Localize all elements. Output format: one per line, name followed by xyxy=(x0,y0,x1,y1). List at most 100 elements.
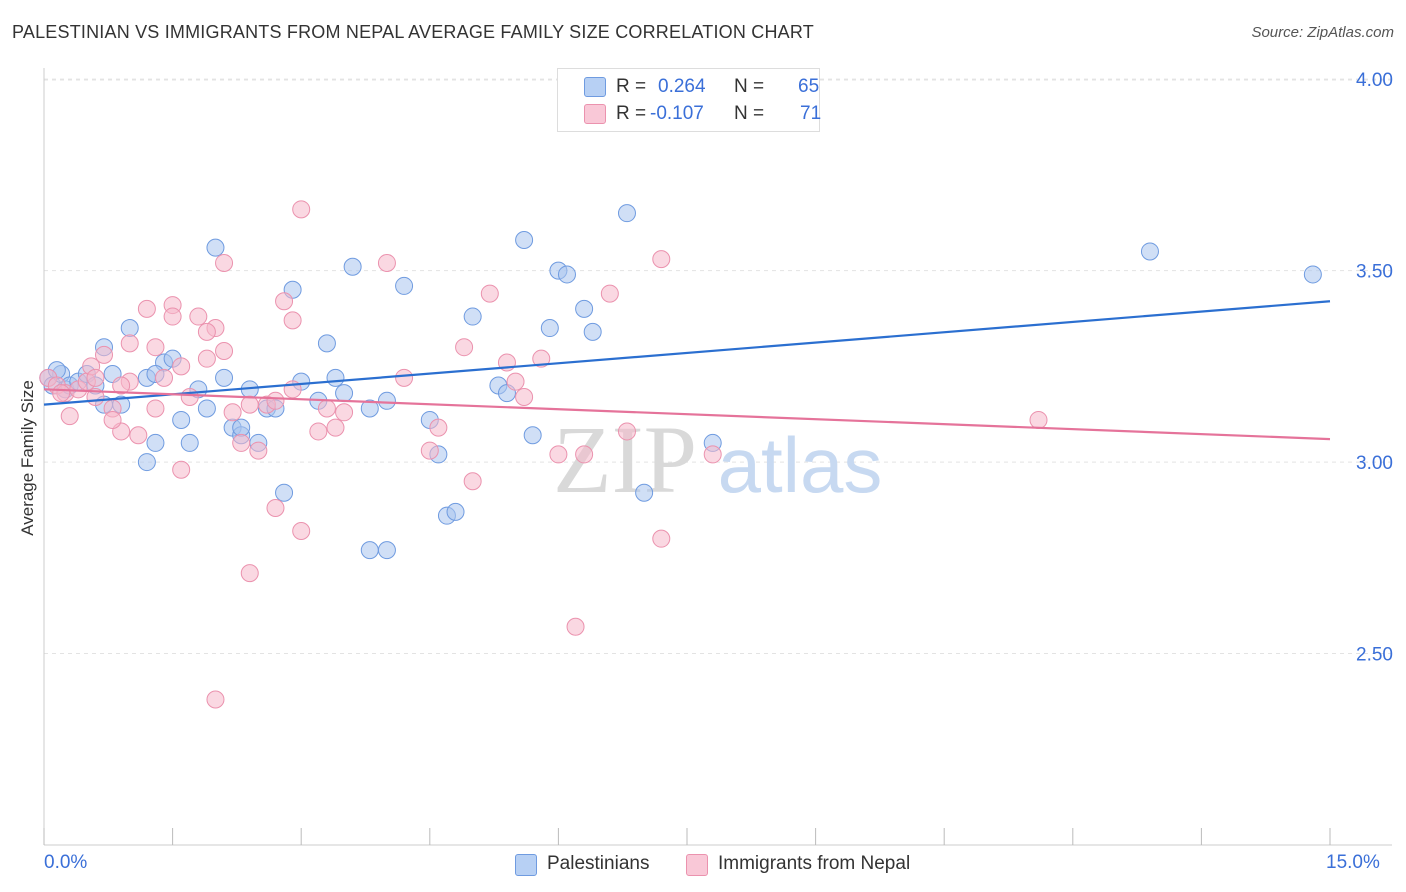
point-palestinians xyxy=(215,368,234,387)
point-nepal xyxy=(189,307,208,326)
point-nepal xyxy=(515,387,534,406)
legend-r-value: -0.107 xyxy=(650,103,704,124)
point-palestinians xyxy=(360,541,379,560)
point-nepal xyxy=(240,564,259,583)
point-palestinians xyxy=(360,399,379,418)
point-nepal xyxy=(60,407,79,426)
point-nepal xyxy=(600,284,619,303)
point-palestinians xyxy=(540,319,559,338)
point-palestinians xyxy=(575,299,594,318)
point-palestinians xyxy=(275,483,294,502)
trend-line-nepal xyxy=(43,388,1331,441)
point-nepal xyxy=(455,338,474,357)
point-palestinians xyxy=(343,257,362,276)
y-tick-label: 3.50 xyxy=(1356,262,1393,283)
point-nepal xyxy=(155,368,174,387)
point-nepal xyxy=(249,441,268,460)
point-nepal xyxy=(112,376,131,395)
bottom-legend-label: Immigrants from Nepal xyxy=(718,853,911,874)
point-palestinians xyxy=(1303,265,1322,284)
legend-r-label: R = xyxy=(616,103,647,124)
legend-r-label: R = xyxy=(616,76,647,97)
trend-lines xyxy=(43,300,1331,441)
legend-n-value: 71 xyxy=(800,103,822,124)
point-palestinians xyxy=(377,541,396,560)
point-nepal xyxy=(266,499,285,518)
point-nepal xyxy=(283,311,302,330)
y-axis-label: Average Family Size xyxy=(18,380,37,536)
point-nepal xyxy=(652,250,671,269)
point-palestinians xyxy=(1140,242,1159,261)
point-nepal xyxy=(215,342,234,361)
watermark-atlas: atlas xyxy=(718,421,883,509)
x-tick-label-max: 15.0% xyxy=(1326,852,1380,873)
point-nepal xyxy=(575,445,594,464)
chart-title: PALESTINIAN VS IMMIGRANTS FROM NEPAL AVE… xyxy=(12,22,814,42)
point-nepal xyxy=(52,384,71,403)
point-nepal xyxy=(703,445,722,464)
point-nepal xyxy=(120,334,139,353)
point-nepal xyxy=(309,422,328,441)
point-nepal xyxy=(652,529,671,548)
point-nepal xyxy=(206,690,225,709)
y-tick-label: 2.50 xyxy=(1356,645,1393,666)
point-palestinians xyxy=(463,307,482,326)
point-nepal xyxy=(292,200,311,219)
point-nepal xyxy=(395,368,414,387)
trend-line-palestinians xyxy=(43,300,1331,406)
point-palestinians xyxy=(515,230,534,249)
point-palestinians xyxy=(523,426,542,445)
x-tick-label-min: 0.0% xyxy=(44,852,88,873)
y-tick-labels: 2.50 3.00 3.50 4.00 xyxy=(1356,70,1393,665)
point-nepal xyxy=(103,410,122,429)
point-palestinians xyxy=(206,238,225,257)
y-tick-label: 3.00 xyxy=(1356,453,1393,474)
point-palestinians xyxy=(232,418,251,437)
point-nepal xyxy=(1029,410,1048,429)
point-palestinians xyxy=(326,368,345,387)
legend-n-label: N = xyxy=(734,76,765,97)
point-nepal xyxy=(129,426,148,445)
point-palestinians xyxy=(180,433,199,452)
point-nepal xyxy=(532,349,551,368)
watermark: ZIP atlas xyxy=(553,406,882,513)
point-nepal xyxy=(377,253,396,272)
point-nepal xyxy=(86,368,105,387)
point-palestinians xyxy=(146,433,165,452)
legend-swatch-blue xyxy=(584,77,606,97)
point-nepal xyxy=(232,433,251,452)
point-palestinians xyxy=(317,334,336,353)
axes xyxy=(43,68,1392,846)
point-nepal xyxy=(146,338,165,357)
correlation-legend: R = 0.264 N = 65 R = -0.107 N = 71 xyxy=(557,68,822,132)
point-nepal xyxy=(317,399,336,418)
legend-n-value: 65 xyxy=(798,76,820,97)
point-nepal xyxy=(335,403,354,422)
point-nepal xyxy=(549,445,568,464)
point-nepal xyxy=(180,387,199,406)
legend-n-label: N = xyxy=(734,103,765,124)
point-nepal xyxy=(95,345,114,364)
point-nepal xyxy=(480,284,499,303)
point-nepal xyxy=(506,372,525,391)
point-nepal xyxy=(326,418,345,437)
y-tick-label: 4.00 xyxy=(1356,70,1393,91)
point-palestinians xyxy=(197,399,216,418)
point-nepal xyxy=(146,399,165,418)
point-palestinians xyxy=(335,384,354,403)
point-palestinians xyxy=(137,453,156,472)
point-palestinians xyxy=(377,391,396,410)
point-nepal xyxy=(429,418,448,437)
point-nepal xyxy=(223,403,242,422)
point-palestinians xyxy=(583,322,602,341)
point-palestinians xyxy=(557,265,576,284)
point-nepal xyxy=(566,617,585,636)
point-palestinians xyxy=(446,502,465,521)
point-palestinians xyxy=(120,319,139,338)
bottom-legend-swatch-blue xyxy=(515,854,537,876)
point-nepal xyxy=(292,522,311,540)
point-nepal xyxy=(617,422,636,441)
point-palestinians xyxy=(635,483,654,502)
point-nepal xyxy=(215,253,234,272)
